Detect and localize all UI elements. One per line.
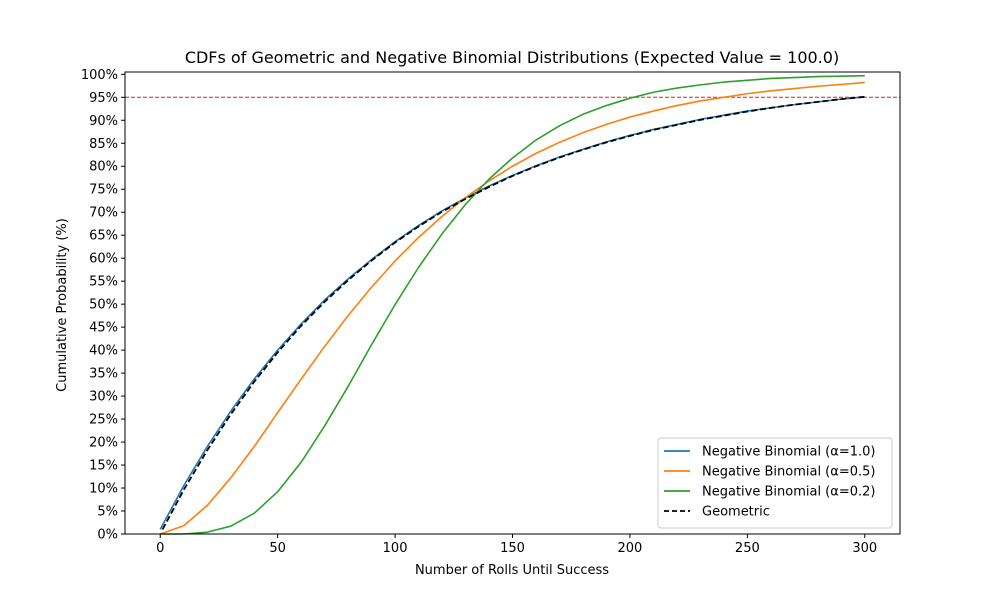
y-tick-label: 50% — [89, 298, 118, 313]
y-tick-label: 5% — [97, 505, 118, 520]
x-tick-label: 0 — [156, 541, 164, 556]
y-tick-label: 75% — [89, 183, 118, 198]
x-tick-label: 250 — [735, 541, 760, 556]
y-axis-label: Cumulative Probability (%) — [55, 218, 70, 392]
series-line-1 — [159, 81, 865, 535]
chart-title: CDFs of Geometric and Negative Binomial … — [185, 48, 839, 67]
x-tick-label: 200 — [618, 541, 643, 556]
y-tick-label: 35% — [89, 367, 118, 382]
x-axis-label: Number of Rolls Until Success — [415, 563, 609, 578]
y-tick-label: 90% — [89, 114, 118, 129]
y-axis: 0% 5% 10% 15% 20% 25% 30% 35% 40% 45% 50% 55% 60% 65%… — [81, 68, 125, 543]
legend: Negative Binomial (α=1.0) Negative Binomi… — [657, 437, 893, 529]
y-tick-label: 95% — [89, 91, 118, 106]
legend-box — [657, 437, 893, 529]
y-tick-label: 100% — [81, 68, 118, 83]
y-tick-label: 65% — [89, 229, 118, 244]
legend-label: Geometric — [702, 505, 770, 520]
legend-label: Negative Binomial (α=0.2) — [702, 485, 875, 500]
y-tick-label: 85% — [89, 137, 118, 152]
plot-area — [125, 74, 900, 535]
y-tick-label: 55% — [89, 275, 118, 290]
x-axis: 0 50 100 150 200 250 300 — [156, 534, 877, 556]
y-tick-label: 25% — [89, 413, 118, 428]
x-tick-label: 50 — [269, 541, 286, 556]
y-tick-label: 45% — [89, 321, 118, 336]
x-tick-label: 300 — [852, 541, 877, 556]
y-tick-label: 40% — [89, 344, 118, 359]
y-tick-label: 0% — [97, 528, 118, 543]
series-line-3 — [161, 95, 865, 530]
y-tick-label: 60% — [89, 252, 118, 267]
y-tick-label: 70% — [89, 206, 118, 221]
y-tick-label: 80% — [89, 160, 118, 175]
series-line-2 — [160, 74, 865, 535]
legend-label: Negative Binomial (α=0.5) — [702, 465, 875, 480]
y-tick-label: 20% — [89, 436, 118, 451]
x-tick-label: 150 — [500, 541, 525, 556]
y-tick-label: 10% — [89, 482, 118, 497]
y-tick-label: 30% — [89, 390, 118, 405]
x-tick-label: 100 — [383, 541, 408, 556]
legend-label: Negative Binomial (α=1.0) — [702, 445, 875, 460]
y-tick-label: 15% — [89, 459, 118, 474]
